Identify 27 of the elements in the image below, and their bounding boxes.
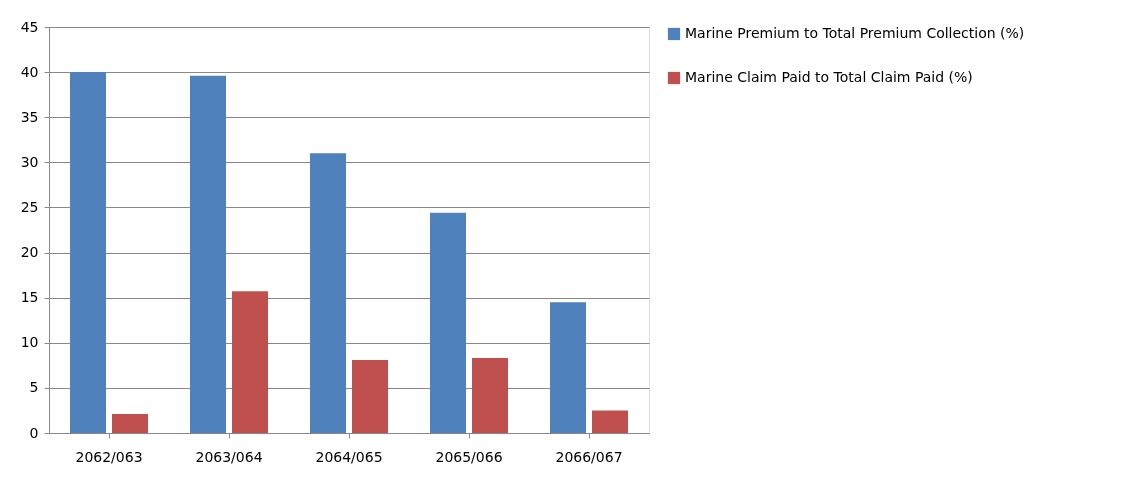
bar (592, 410, 628, 433)
bar (550, 302, 586, 433)
y-tick-label: 0 (29, 424, 39, 441)
y-tick-label: 20 (20, 244, 39, 261)
y-tick-label: 40 (20, 63, 39, 80)
y-tick-label: 10 (20, 334, 39, 351)
legend-label: Marine Premium to Total Premium Collection (%) (685, 25, 1025, 41)
bar (472, 358, 508, 433)
bar (310, 153, 346, 433)
y-tick-label: 45 (20, 18, 39, 35)
bar (430, 212, 466, 433)
y-tick-label: 5 (29, 379, 39, 396)
y-tick-label: 15 (20, 289, 39, 306)
x-tick-label: 2064/065 (315, 448, 383, 465)
x-tick-label: 2063/064 (195, 448, 263, 465)
y-tick-label: 25 (20, 198, 39, 215)
x-tick-label: 2066/067 (555, 448, 623, 465)
legend-label: Marine Claim Paid to Total Claim Paid (%) (685, 69, 973, 85)
bar (190, 75, 226, 433)
x-tick-label: 2065/066 (435, 448, 503, 465)
y-tick-label: 30 (20, 153, 39, 170)
bar (70, 72, 106, 433)
bar (112, 414, 148, 433)
bar (352, 359, 388, 433)
y-tick-label: 35 (20, 108, 39, 125)
x-tick-label: 2062/063 (75, 448, 143, 465)
bar (232, 291, 268, 433)
